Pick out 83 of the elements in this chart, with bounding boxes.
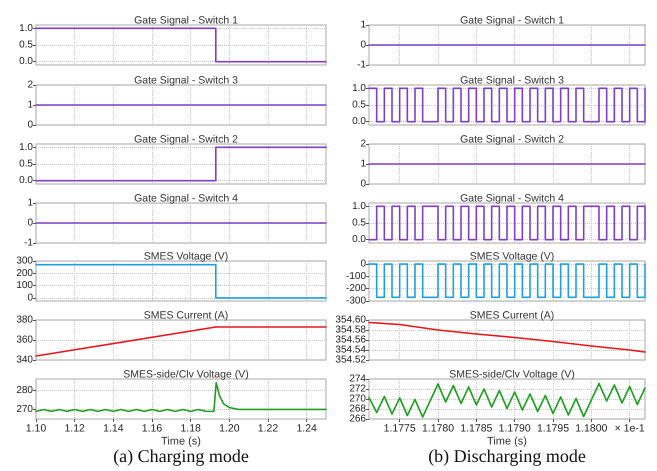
y-tick-label: -200 bbox=[346, 283, 366, 294]
y-tick-label: 280 bbox=[16, 384, 34, 396]
y-tick-label: 0 bbox=[360, 178, 366, 190]
y-tick-label: 354.54 bbox=[335, 344, 366, 356]
chart-title: Gate Signal - Switch 3 bbox=[134, 74, 238, 86]
y-tick-label: -1 bbox=[24, 238, 34, 248]
chart-title: SMES Voltage (V) bbox=[144, 250, 228, 262]
y-tick-label: 340 bbox=[16, 354, 34, 366]
x-tick-label: 1.10 bbox=[26, 422, 46, 434]
line-series bbox=[368, 382, 646, 418]
y-tick-label: 268 bbox=[349, 404, 366, 414]
text: (a) Charging mode bbox=[113, 446, 249, 466]
y-tick-label: 0.5 bbox=[19, 40, 34, 50]
y-tick-label: 0.0 bbox=[19, 56, 34, 68]
y-tick-label: 270 bbox=[349, 394, 366, 404]
y-tick-label: 380 bbox=[16, 314, 34, 326]
y-tick-label: -1 bbox=[357, 60, 366, 70]
x-axis-title: Time (s) bbox=[161, 436, 201, 448]
y-tick-label: 1 bbox=[27, 100, 34, 110]
y-tick-label: 354.58 bbox=[335, 324, 366, 336]
x-tick-label: 1.18 bbox=[180, 422, 202, 434]
y-tick-label: 360 bbox=[16, 334, 34, 346]
y-tick-label: 354.56 bbox=[335, 334, 366, 346]
chart-title: SMES Voltage (V) bbox=[470, 250, 554, 262]
y-tick-label: 0.5 bbox=[352, 218, 366, 228]
y-tick-label: 1.0 bbox=[352, 82, 366, 94]
y-tick-label: 0 bbox=[27, 218, 34, 228]
chart-title: Gate Signal - Switch 1 bbox=[134, 14, 238, 26]
x-tick-label: 1.1780 bbox=[422, 422, 454, 434]
y-tick-label: 1.0 bbox=[19, 142, 34, 153]
y-tick-label: 0.0 bbox=[19, 175, 34, 186]
x-tick-label: 1.22 bbox=[258, 422, 278, 434]
x-tick-label: 1.1775 bbox=[384, 422, 416, 434]
y-tick-label: 2 bbox=[360, 138, 366, 150]
x-tick-label: 1.20 bbox=[219, 422, 240, 434]
y-tick-label: 266 bbox=[349, 414, 366, 424]
chart-title: Gate Signal - Switch 2 bbox=[134, 134, 238, 146]
y-tick-label: 270 bbox=[16, 404, 34, 415]
y-tick-label: 1.0 bbox=[352, 200, 366, 212]
x-tick-label: 1.12 bbox=[64, 422, 86, 434]
x-axis-title: Time (s) bbox=[487, 436, 527, 448]
line-series bbox=[368, 322, 646, 353]
x-tick-label: 1.24 bbox=[296, 422, 318, 434]
y-tick-label: 1 bbox=[27, 198, 34, 208]
y-tick-label: 354.60 bbox=[335, 314, 366, 326]
x-tick-label: 1.1785 bbox=[460, 422, 493, 434]
chart-title: SMES Current (A) bbox=[144, 310, 228, 322]
line-series bbox=[35, 382, 327, 412]
x-tick-label: 1.14 bbox=[103, 422, 124, 434]
y-tick-label: 0 bbox=[360, 40, 366, 50]
y-tick-label: 2 bbox=[27, 80, 34, 90]
x-tick-label: 1.1800 bbox=[575, 422, 608, 434]
chart-title: Gate Signal - Switch 2 bbox=[460, 134, 564, 146]
y-tick-label: 0 bbox=[360, 258, 366, 270]
y-tick-label: 100 bbox=[16, 280, 34, 292]
y-tick-label: 354.52 bbox=[335, 354, 366, 366]
chart-title: SMES Current (A) bbox=[470, 310, 554, 322]
y-tick-label: 200 bbox=[16, 268, 34, 279]
y-tick-label: 0.0 bbox=[352, 234, 366, 246]
y-tick-label: 274 bbox=[349, 374, 366, 384]
x-tick-label: × 1e-1 bbox=[614, 422, 645, 434]
text: (b) Discharging mode bbox=[428, 446, 586, 466]
chart-title: Gate Signal - Switch 4 bbox=[460, 192, 564, 204]
chart-title: Gate Signal - Switch 1 bbox=[460, 14, 564, 26]
y-tick-label: 0.5 bbox=[19, 158, 34, 170]
x-tick-label: 1.16 bbox=[142, 422, 162, 434]
chart-title: Gate Signal - Switch 3 bbox=[460, 74, 564, 86]
y-tick-label: -300 bbox=[346, 296, 366, 306]
y-tick-label: 0 bbox=[27, 120, 34, 130]
x-tick-label: 1.1790 bbox=[498, 422, 531, 434]
y-tick-label: 0.5 bbox=[352, 100, 366, 110]
chart-title: SMES-side/Clv Voltage (V) bbox=[123, 368, 249, 380]
y-tick-label: 0 bbox=[27, 292, 34, 304]
chart-title: SMES-side/Clv Voltage (V) bbox=[449, 368, 575, 380]
y-tick-label: 1.0 bbox=[19, 22, 34, 34]
y-tick-label: 300 bbox=[16, 256, 34, 266]
y-tick-label: 0.0 bbox=[352, 116, 366, 128]
y-tick-label: 1 bbox=[360, 158, 366, 170]
y-tick-label: 1 bbox=[360, 20, 366, 30]
y-tick-label: -100 bbox=[346, 270, 366, 282]
x-tick-label: 1.1795 bbox=[536, 422, 570, 434]
chart-title: Gate Signal - Switch 4 bbox=[134, 192, 238, 204]
y-tick-label: 272 bbox=[349, 384, 366, 394]
